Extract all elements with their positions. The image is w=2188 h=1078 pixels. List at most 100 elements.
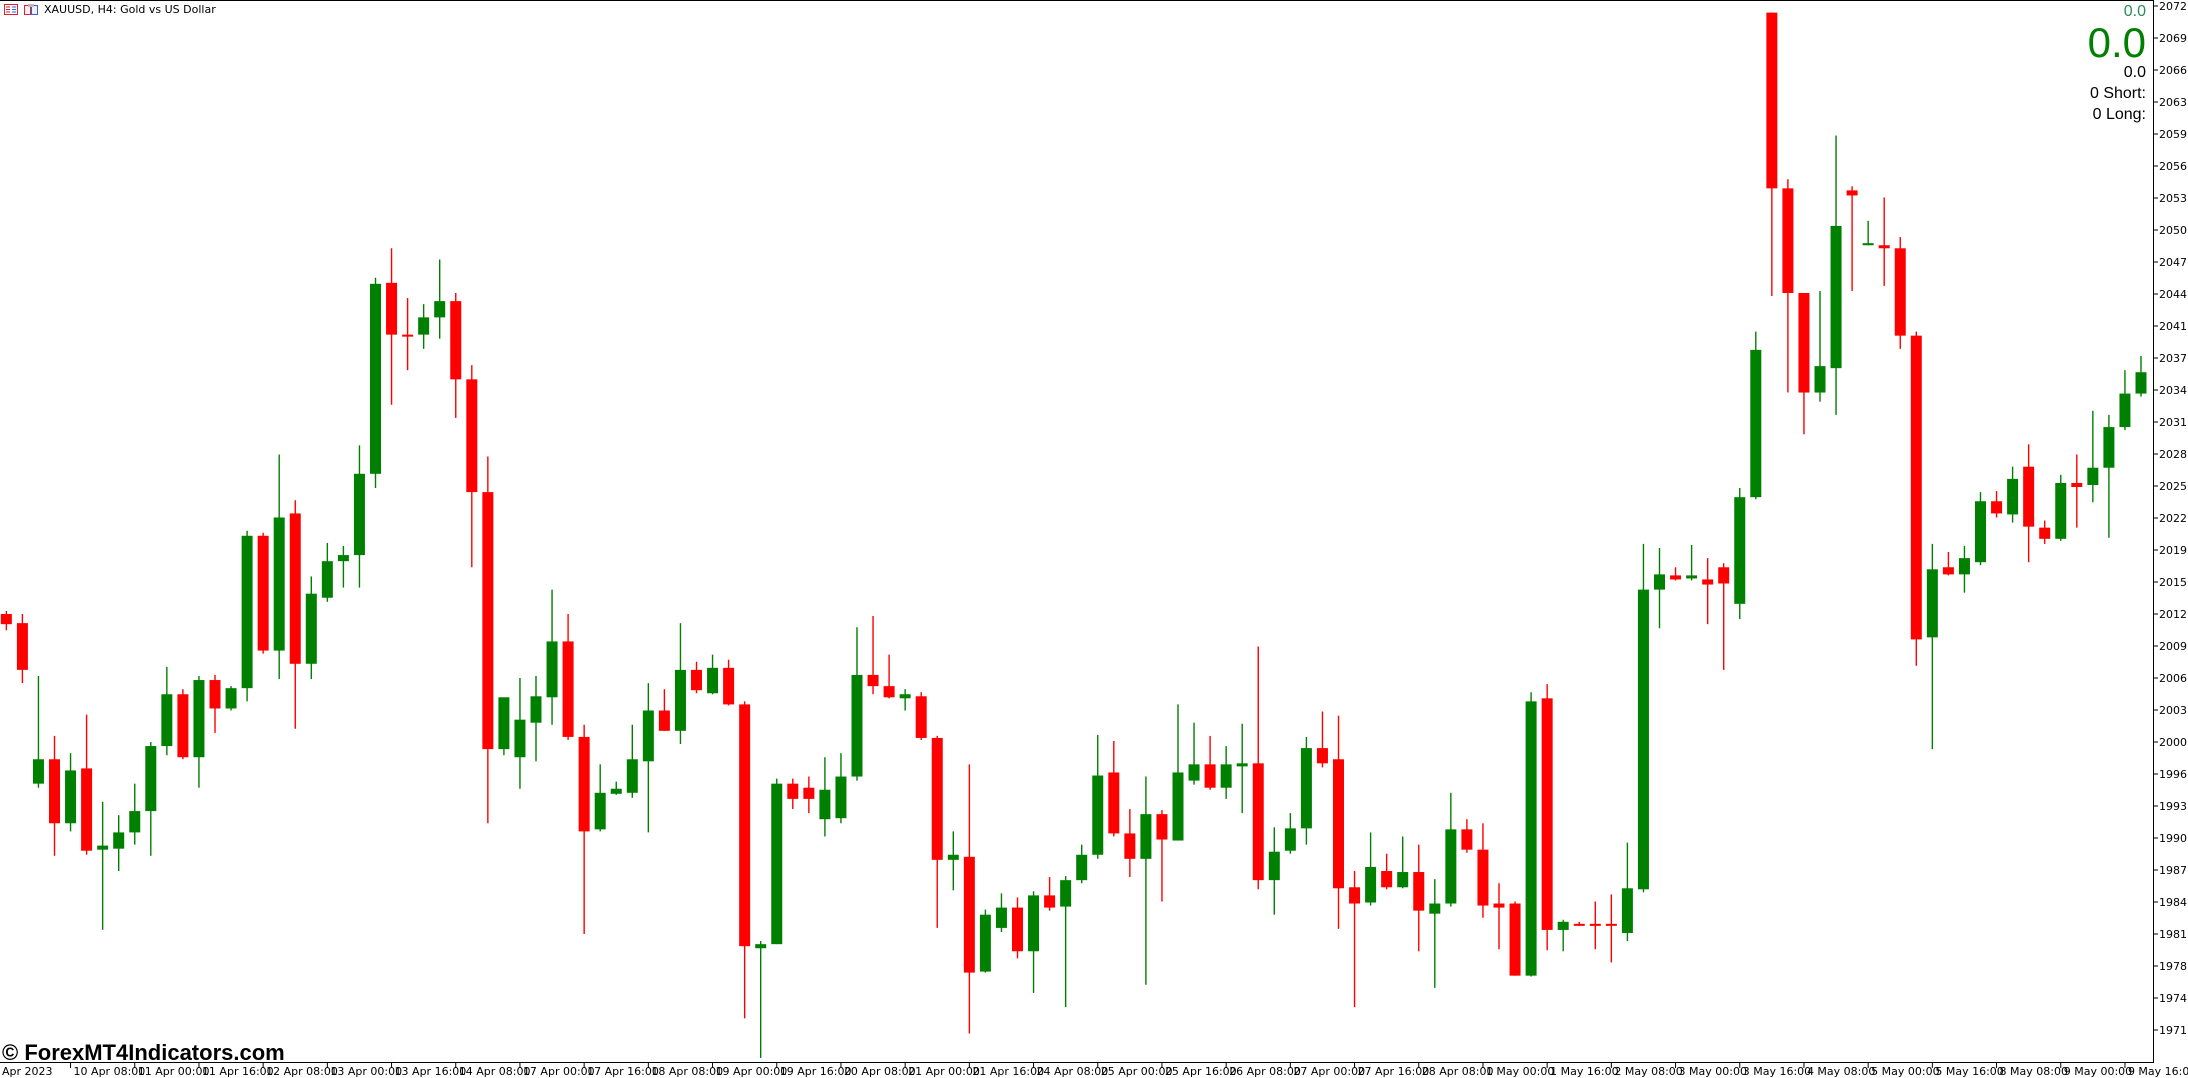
time-tick-label: 27 Apr 16:00 xyxy=(1358,1065,1430,1078)
candle-bear xyxy=(1413,844,1425,952)
price-tick-label: 1974.90 xyxy=(2159,992,2188,1005)
time-tick-label: 13 Apr 16:00 xyxy=(395,1065,467,1078)
candle-body xyxy=(1557,921,1569,930)
candle-bull xyxy=(1975,492,1986,566)
price-tick-label: 2072.55 xyxy=(2159,0,2188,13)
candle-body xyxy=(1076,854,1088,881)
candle-bull xyxy=(337,545,349,588)
candle-body xyxy=(626,759,638,793)
candle-body xyxy=(1493,903,1505,908)
candle-bull xyxy=(2119,370,2131,431)
candle-bear xyxy=(578,724,590,934)
price-tick-label: 2012.70 xyxy=(2159,608,2188,621)
candle-body xyxy=(1012,907,1023,952)
candle-body xyxy=(113,832,125,849)
candle-bear xyxy=(1670,567,1682,581)
candle-bull xyxy=(674,623,686,745)
chart-list-icon[interactable] xyxy=(4,4,18,15)
candle-bear xyxy=(1204,735,1216,790)
candle-body xyxy=(1172,772,1184,841)
watermark: © ForexMT4Indicators.com xyxy=(2,1040,285,1065)
candle-body xyxy=(1766,12,1778,189)
candle-bull xyxy=(546,589,558,725)
candle-bear xyxy=(0,610,12,631)
candle-bull xyxy=(1300,736,1312,845)
candle-body xyxy=(1621,888,1633,933)
time-tick-label: 5 May 16:00 xyxy=(1935,1065,2003,1078)
candle-body xyxy=(739,704,751,947)
candle-body xyxy=(674,669,686,731)
candle-bull xyxy=(1654,547,1665,629)
chart-window-icon[interactable] xyxy=(24,4,38,15)
price-tick-label: 2037.90 xyxy=(2159,352,2188,365)
time-tick-label: 14 Apr 08:00 xyxy=(459,1065,531,1078)
candle-bear xyxy=(1894,237,1906,349)
candle-body xyxy=(2103,427,2115,468)
candle-body xyxy=(1188,764,1200,781)
candle-body xyxy=(1397,872,1409,888)
candle-bear xyxy=(1942,552,1954,576)
candle-body xyxy=(2135,372,2147,394)
candles-layer xyxy=(0,12,2147,1058)
candle-body xyxy=(1349,887,1361,904)
candle-body xyxy=(2055,482,2067,539)
candle-body xyxy=(787,783,799,799)
candle-bear xyxy=(1718,563,1730,670)
time-tick-label: 17 Apr 16:00 xyxy=(587,1065,659,1078)
readout-short: 0 Short: xyxy=(2089,85,2146,102)
candle-bull xyxy=(193,675,205,788)
time-tick-label: Apr 2023 xyxy=(2,1065,53,1078)
candle-body xyxy=(129,811,141,833)
candle-bear xyxy=(1766,12,1778,297)
candle-body xyxy=(225,688,237,709)
candle-body xyxy=(418,317,430,335)
time-tick-label: 18 Apr 08:00 xyxy=(651,1065,723,1078)
candle-bull xyxy=(1557,919,1569,952)
candle-bull xyxy=(1958,545,1970,593)
candle-bear xyxy=(1156,810,1168,902)
chart-symbol-title: XAUUSD, H4: Gold vs US Dollar xyxy=(44,3,216,16)
candle-body xyxy=(97,845,109,850)
candle-body xyxy=(546,641,558,698)
candle-bull xyxy=(1092,734,1104,859)
candle-bear xyxy=(81,714,93,855)
readout-top-value: 0.0 xyxy=(2123,3,2146,20)
price-tick-label: 2041.05 xyxy=(2159,320,2188,333)
candle-body xyxy=(1284,828,1296,851)
time-tick-label: 17 Apr 00:00 xyxy=(523,1065,595,1078)
time-tick-label: 25 Apr 16:00 xyxy=(1165,1065,1237,1078)
candle-bull xyxy=(305,576,317,680)
candle-body xyxy=(386,282,398,335)
candle-body xyxy=(642,710,654,762)
candle-body xyxy=(771,783,783,945)
price-tick-label: 2015.85 xyxy=(2159,576,2188,589)
candle-bear xyxy=(1702,558,1714,625)
price-tick-label: 2003.25 xyxy=(2159,704,2188,717)
candle-bull xyxy=(995,893,1007,932)
candle-body xyxy=(1862,243,1874,246)
candle-body xyxy=(1654,574,1665,590)
price-tick-label: 1971.75 xyxy=(2159,1024,2188,1037)
price-tick-label: 2000.10 xyxy=(2159,736,2188,749)
candle-bull xyxy=(498,697,510,756)
candle-bull xyxy=(1525,692,1537,977)
candle-bull xyxy=(2007,466,2019,523)
time-tick-label: 11 Apr 16:00 xyxy=(202,1065,274,1078)
candle-bull xyxy=(1236,723,1248,814)
candle-body xyxy=(1060,880,1072,907)
price-axis[interactable]: 2072.55 2069.40 2066.25 2063.10 2059.95 2056.… xyxy=(2153,0,2188,1037)
candle-bear xyxy=(1605,894,1617,963)
candle-body xyxy=(562,641,574,737)
candle-body xyxy=(1702,579,1714,585)
candle-body xyxy=(514,719,526,758)
candle-body xyxy=(1750,349,1762,498)
candle-body xyxy=(931,737,943,860)
candle-body xyxy=(466,379,478,493)
candle-bull xyxy=(113,815,125,872)
candle-body xyxy=(81,768,93,851)
candle-bear xyxy=(1589,901,1601,950)
candle-bull xyxy=(1076,844,1088,884)
chart-title-bar: XAUUSD, H4: Gold vs US Dollar xyxy=(4,3,216,16)
